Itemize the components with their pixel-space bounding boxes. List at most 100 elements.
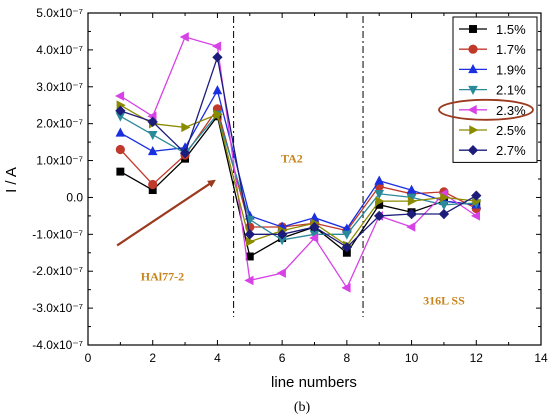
axis-ticks: 0 2 4 6 8 10 12 14 5.0x10⁻⁷ 4.0x10⁻⁷ 3.0x10⁻⁷ 2.0x1… <box>32 6 548 365</box>
data-point <box>309 233 319 243</box>
data-point <box>181 122 191 133</box>
data-point <box>469 125 479 135</box>
data-point <box>468 44 478 54</box>
legend-item-2-7-: 2.7% <box>459 143 526 158</box>
series-1-7- <box>115 104 481 236</box>
y-tick-label: -1.0x10⁻⁷ <box>32 227 83 241</box>
data-point <box>406 222 416 232</box>
series-2-5- <box>116 100 482 251</box>
x-tick-label: 6 <box>279 351 286 365</box>
data-point <box>276 229 288 240</box>
x-tick-label: 8 <box>344 351 351 365</box>
x-tick-label: 4 <box>214 351 221 365</box>
series-line <box>120 36 477 290</box>
y-tick-label: 2.0x10⁻⁷ <box>36 117 83 131</box>
region-label: TA2 <box>281 151 303 165</box>
y-tick-label: -3.0x10⁻⁷ <box>32 301 83 315</box>
data-point <box>148 179 158 190</box>
data-point <box>469 25 477 33</box>
data-point <box>212 52 223 63</box>
series-line <box>120 54 477 249</box>
y-tick-label: 3.0x10⁻⁷ <box>36 80 83 94</box>
x-tick-label: 10 <box>405 351 419 365</box>
data-point <box>115 144 125 155</box>
data-point <box>147 116 158 127</box>
data-point <box>244 229 255 240</box>
data-point <box>213 109 223 120</box>
data-point <box>439 201 449 211</box>
data-point <box>407 196 417 206</box>
data-point <box>179 148 191 159</box>
data-point <box>440 192 450 203</box>
data-point <box>115 105 126 116</box>
data-point <box>212 41 222 51</box>
data-point <box>246 236 256 247</box>
data-point <box>468 64 478 74</box>
data-point <box>374 210 385 222</box>
y-tick-label: 0.0 <box>66 190 83 204</box>
series-line <box>119 107 477 232</box>
y-tick-label: 1.0x10⁻⁷ <box>36 154 83 168</box>
data-point <box>375 196 385 206</box>
data-point <box>470 211 481 221</box>
data-point <box>406 208 417 220</box>
legend-label: 2.5% <box>496 123 526 138</box>
data-point <box>341 283 351 293</box>
region-label: 316L SS <box>423 293 465 307</box>
data-point <box>342 230 352 240</box>
legend-item-2-3-: 2.3% <box>459 103 526 118</box>
data-point <box>309 221 320 233</box>
data-point <box>114 91 125 101</box>
data-point <box>341 242 353 253</box>
series-line <box>120 104 477 247</box>
legend-item-2-5-: 2.5% <box>459 123 526 138</box>
data-point <box>467 105 477 115</box>
data-point <box>406 184 417 194</box>
legend-label: 1.9% <box>496 62 526 77</box>
data-point <box>468 85 478 95</box>
y-axis-title: I / A <box>3 167 20 193</box>
x-tick-label: 14 <box>534 351 548 365</box>
x-axis-title: line numbers <box>271 374 357 391</box>
x-tick-label: 2 <box>149 351 156 365</box>
legend: 1.5% 1.7% 1.9% 2.1% 2.3% 2.5% 2.7% <box>438 16 538 163</box>
legend-label: 2.1% <box>496 83 526 98</box>
legend-label: 1.5% <box>496 22 526 37</box>
data-point <box>438 208 450 220</box>
data-point <box>179 32 189 42</box>
y-tick-label: -4.0x10⁻⁷ <box>32 338 83 352</box>
data-point <box>147 130 158 141</box>
data-point <box>276 268 286 278</box>
y-tick-label: 4.0x10⁻⁷ <box>36 43 83 57</box>
data-point <box>212 85 223 95</box>
x-tick-label: 0 <box>85 351 92 365</box>
region-dividers <box>233 16 364 317</box>
series-line <box>120 113 477 241</box>
legend-item-2-1-: 2.1% <box>459 83 526 98</box>
data-series <box>114 32 482 293</box>
data-point <box>467 145 479 156</box>
legend-item-1-7-: 1.7% <box>459 42 526 57</box>
legend-label: 1.7% <box>496 42 526 57</box>
series-line <box>120 114 477 258</box>
data-point <box>374 175 385 185</box>
legend-label: 2.3% <box>496 103 526 118</box>
series-1-5- <box>116 112 481 261</box>
data-point <box>116 167 125 176</box>
x-tick-label: 12 <box>470 351 484 365</box>
region-label: HAl77-2 <box>141 269 184 283</box>
legend-item-1-9-: 1.9% <box>459 62 526 77</box>
data-point <box>115 127 126 137</box>
trend-arrow <box>116 179 216 247</box>
legend-item-1-5-: 1.5% <box>459 22 526 37</box>
y-tick-label: -2.0x10⁻⁷ <box>32 264 83 278</box>
data-point <box>471 190 482 201</box>
data-point <box>374 190 385 200</box>
series-2-7- <box>115 52 482 253</box>
data-point <box>244 275 254 286</box>
y-tick-label: 5.0x10⁻⁷ <box>36 6 83 20</box>
legend-label: 2.7% <box>496 143 526 158</box>
highlight-ellipse <box>438 98 534 121</box>
figure-caption: (b) <box>294 400 311 415</box>
